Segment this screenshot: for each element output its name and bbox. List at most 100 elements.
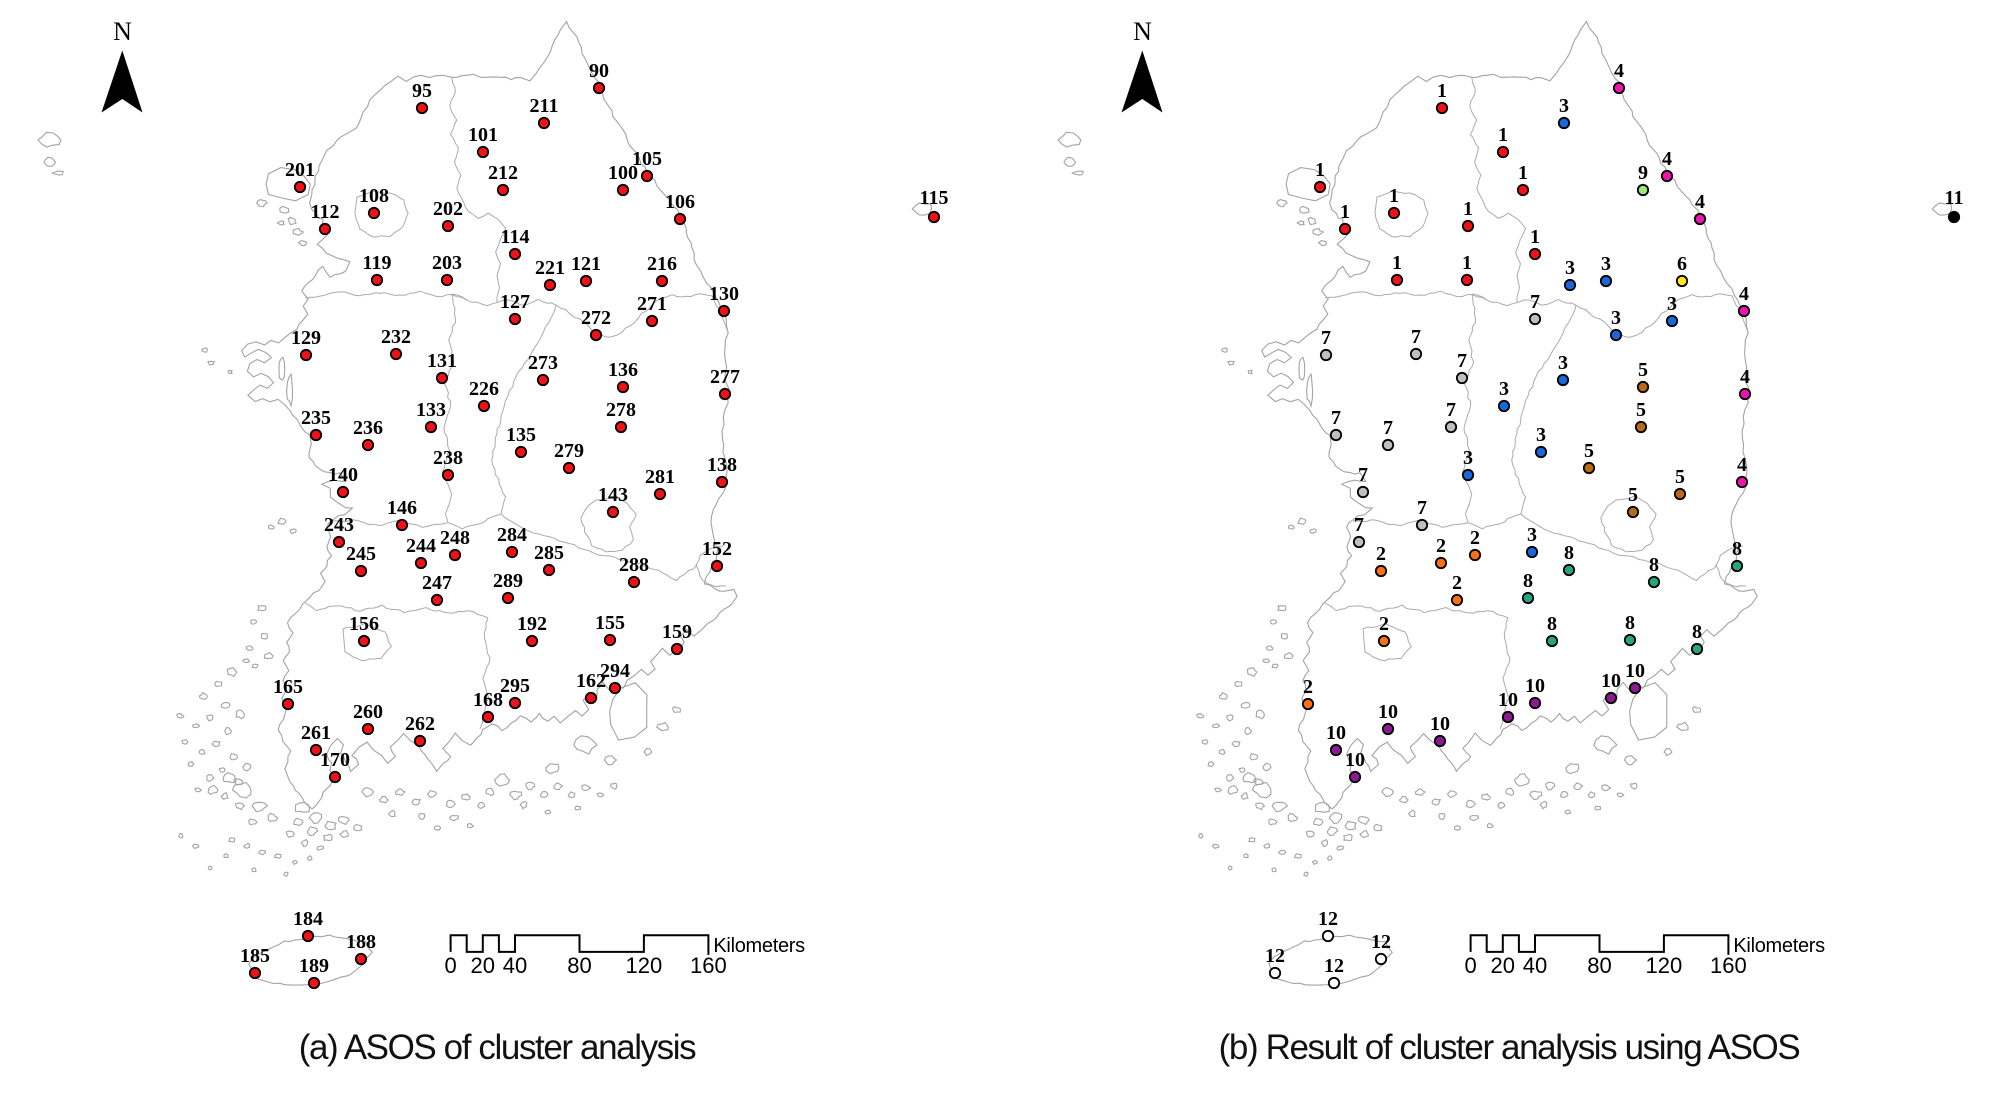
svg-text:N: N [113, 17, 132, 46]
svg-text:10: 10 [1378, 701, 1398, 723]
svg-text:3: 3 [1601, 253, 1611, 275]
svg-text:289: 289 [493, 570, 523, 592]
svg-text:80: 80 [1587, 953, 1611, 978]
svg-text:4: 4 [1614, 60, 1624, 82]
svg-text:129: 129 [291, 327, 321, 349]
svg-text:160: 160 [1710, 953, 1747, 978]
svg-text:1: 1 [1518, 162, 1528, 184]
svg-text:40: 40 [503, 953, 527, 978]
svg-text:221: 221 [535, 257, 565, 279]
svg-text:8: 8 [1547, 613, 1557, 635]
svg-text:184: 184 [293, 908, 323, 930]
svg-text:9: 9 [1638, 162, 1648, 184]
svg-text:119: 119 [363, 252, 392, 274]
svg-text:10: 10 [1498, 689, 1518, 711]
svg-text:160: 160 [690, 953, 727, 978]
svg-text:271: 271 [637, 293, 667, 315]
svg-text:2: 2 [1303, 676, 1313, 698]
svg-text:12: 12 [1265, 945, 1285, 967]
svg-text:10: 10 [1625, 660, 1645, 682]
svg-text:294: 294 [600, 660, 630, 682]
svg-text:8: 8 [1564, 542, 1574, 564]
svg-text:1: 1 [1530, 226, 1540, 248]
svg-text:3: 3 [1611, 307, 1621, 329]
svg-text:5: 5 [1628, 484, 1638, 506]
svg-text:236: 236 [353, 417, 383, 439]
svg-text:278: 278 [606, 399, 636, 421]
svg-text:4: 4 [1737, 454, 1747, 476]
svg-text:189: 189 [299, 955, 329, 977]
svg-text:2: 2 [1436, 535, 1446, 557]
svg-text:5: 5 [1675, 466, 1685, 488]
svg-text:90: 90 [589, 60, 609, 82]
svg-text:80: 80 [567, 953, 591, 978]
svg-text:3: 3 [1667, 293, 1677, 315]
svg-text:4: 4 [1739, 283, 1749, 305]
svg-text:201: 201 [285, 159, 315, 181]
svg-text:8: 8 [1692, 621, 1702, 643]
svg-text:7: 7 [1321, 327, 1331, 349]
svg-text:1: 1 [1389, 185, 1399, 207]
svg-text:1: 1 [1340, 201, 1350, 223]
svg-text:130: 130 [709, 283, 739, 305]
svg-text:10: 10 [1345, 749, 1365, 771]
svg-text:105: 105 [632, 148, 662, 170]
svg-text:3: 3 [1558, 352, 1568, 374]
svg-text:3: 3 [1559, 95, 1569, 117]
svg-text:185: 185 [240, 945, 270, 967]
svg-text:40: 40 [1523, 953, 1547, 978]
svg-text:0: 0 [444, 953, 456, 978]
svg-text:3: 3 [1565, 257, 1575, 279]
svg-text:120: 120 [626, 953, 663, 978]
svg-text:262: 262 [405, 713, 435, 735]
svg-text:5: 5 [1636, 399, 1646, 421]
svg-text:168: 168 [473, 689, 503, 711]
svg-text:1: 1 [1392, 252, 1402, 274]
svg-text:2: 2 [1452, 572, 1462, 594]
svg-text:10: 10 [1430, 713, 1450, 735]
svg-text:0: 0 [1464, 953, 1476, 978]
svg-text:143: 143 [598, 484, 628, 506]
svg-text:115: 115 [920, 187, 949, 209]
svg-text:7: 7 [1530, 291, 1540, 313]
svg-text:5: 5 [1638, 359, 1648, 381]
svg-text:10: 10 [1601, 670, 1621, 692]
svg-text:248: 248 [440, 527, 470, 549]
svg-text:7: 7 [1457, 350, 1467, 372]
svg-text:260: 260 [353, 701, 383, 723]
svg-text:247: 247 [422, 572, 452, 594]
svg-text:7: 7 [1411, 326, 1421, 348]
svg-text:245: 245 [346, 543, 376, 565]
svg-text:295: 295 [500, 675, 530, 697]
svg-text:155: 155 [595, 612, 625, 634]
svg-text:Kilometers: Kilometers [713, 935, 805, 957]
svg-text:2: 2 [1376, 543, 1386, 565]
svg-text:170: 170 [320, 749, 350, 771]
svg-text:2: 2 [1379, 613, 1389, 635]
svg-text:226: 226 [469, 378, 499, 400]
svg-text:162: 162 [576, 670, 606, 692]
svg-text:8: 8 [1625, 612, 1635, 634]
svg-text:8: 8 [1732, 538, 1742, 560]
svg-text:5: 5 [1584, 440, 1594, 462]
svg-text:244: 244 [406, 535, 436, 557]
svg-text:192: 192 [517, 613, 547, 635]
svg-text:281: 281 [645, 466, 675, 488]
svg-text:138: 138 [707, 454, 737, 476]
svg-text:95: 95 [412, 80, 432, 102]
svg-text:3: 3 [1499, 378, 1509, 400]
svg-text:1: 1 [1463, 198, 1473, 220]
svg-text:1: 1 [1498, 124, 1508, 146]
svg-text:7: 7 [1417, 497, 1427, 519]
svg-text:4: 4 [1740, 366, 1750, 388]
svg-text:112: 112 [311, 201, 340, 223]
svg-text:10: 10 [1525, 675, 1545, 697]
svg-text:261: 261 [301, 722, 331, 744]
svg-text:156: 156 [349, 613, 379, 635]
svg-text:159: 159 [662, 621, 692, 643]
svg-text:188: 188 [346, 931, 376, 953]
svg-text:6: 6 [1677, 253, 1687, 275]
svg-text:106: 106 [665, 191, 695, 213]
svg-text:4: 4 [1662, 148, 1672, 170]
svg-text:146: 146 [387, 497, 417, 519]
